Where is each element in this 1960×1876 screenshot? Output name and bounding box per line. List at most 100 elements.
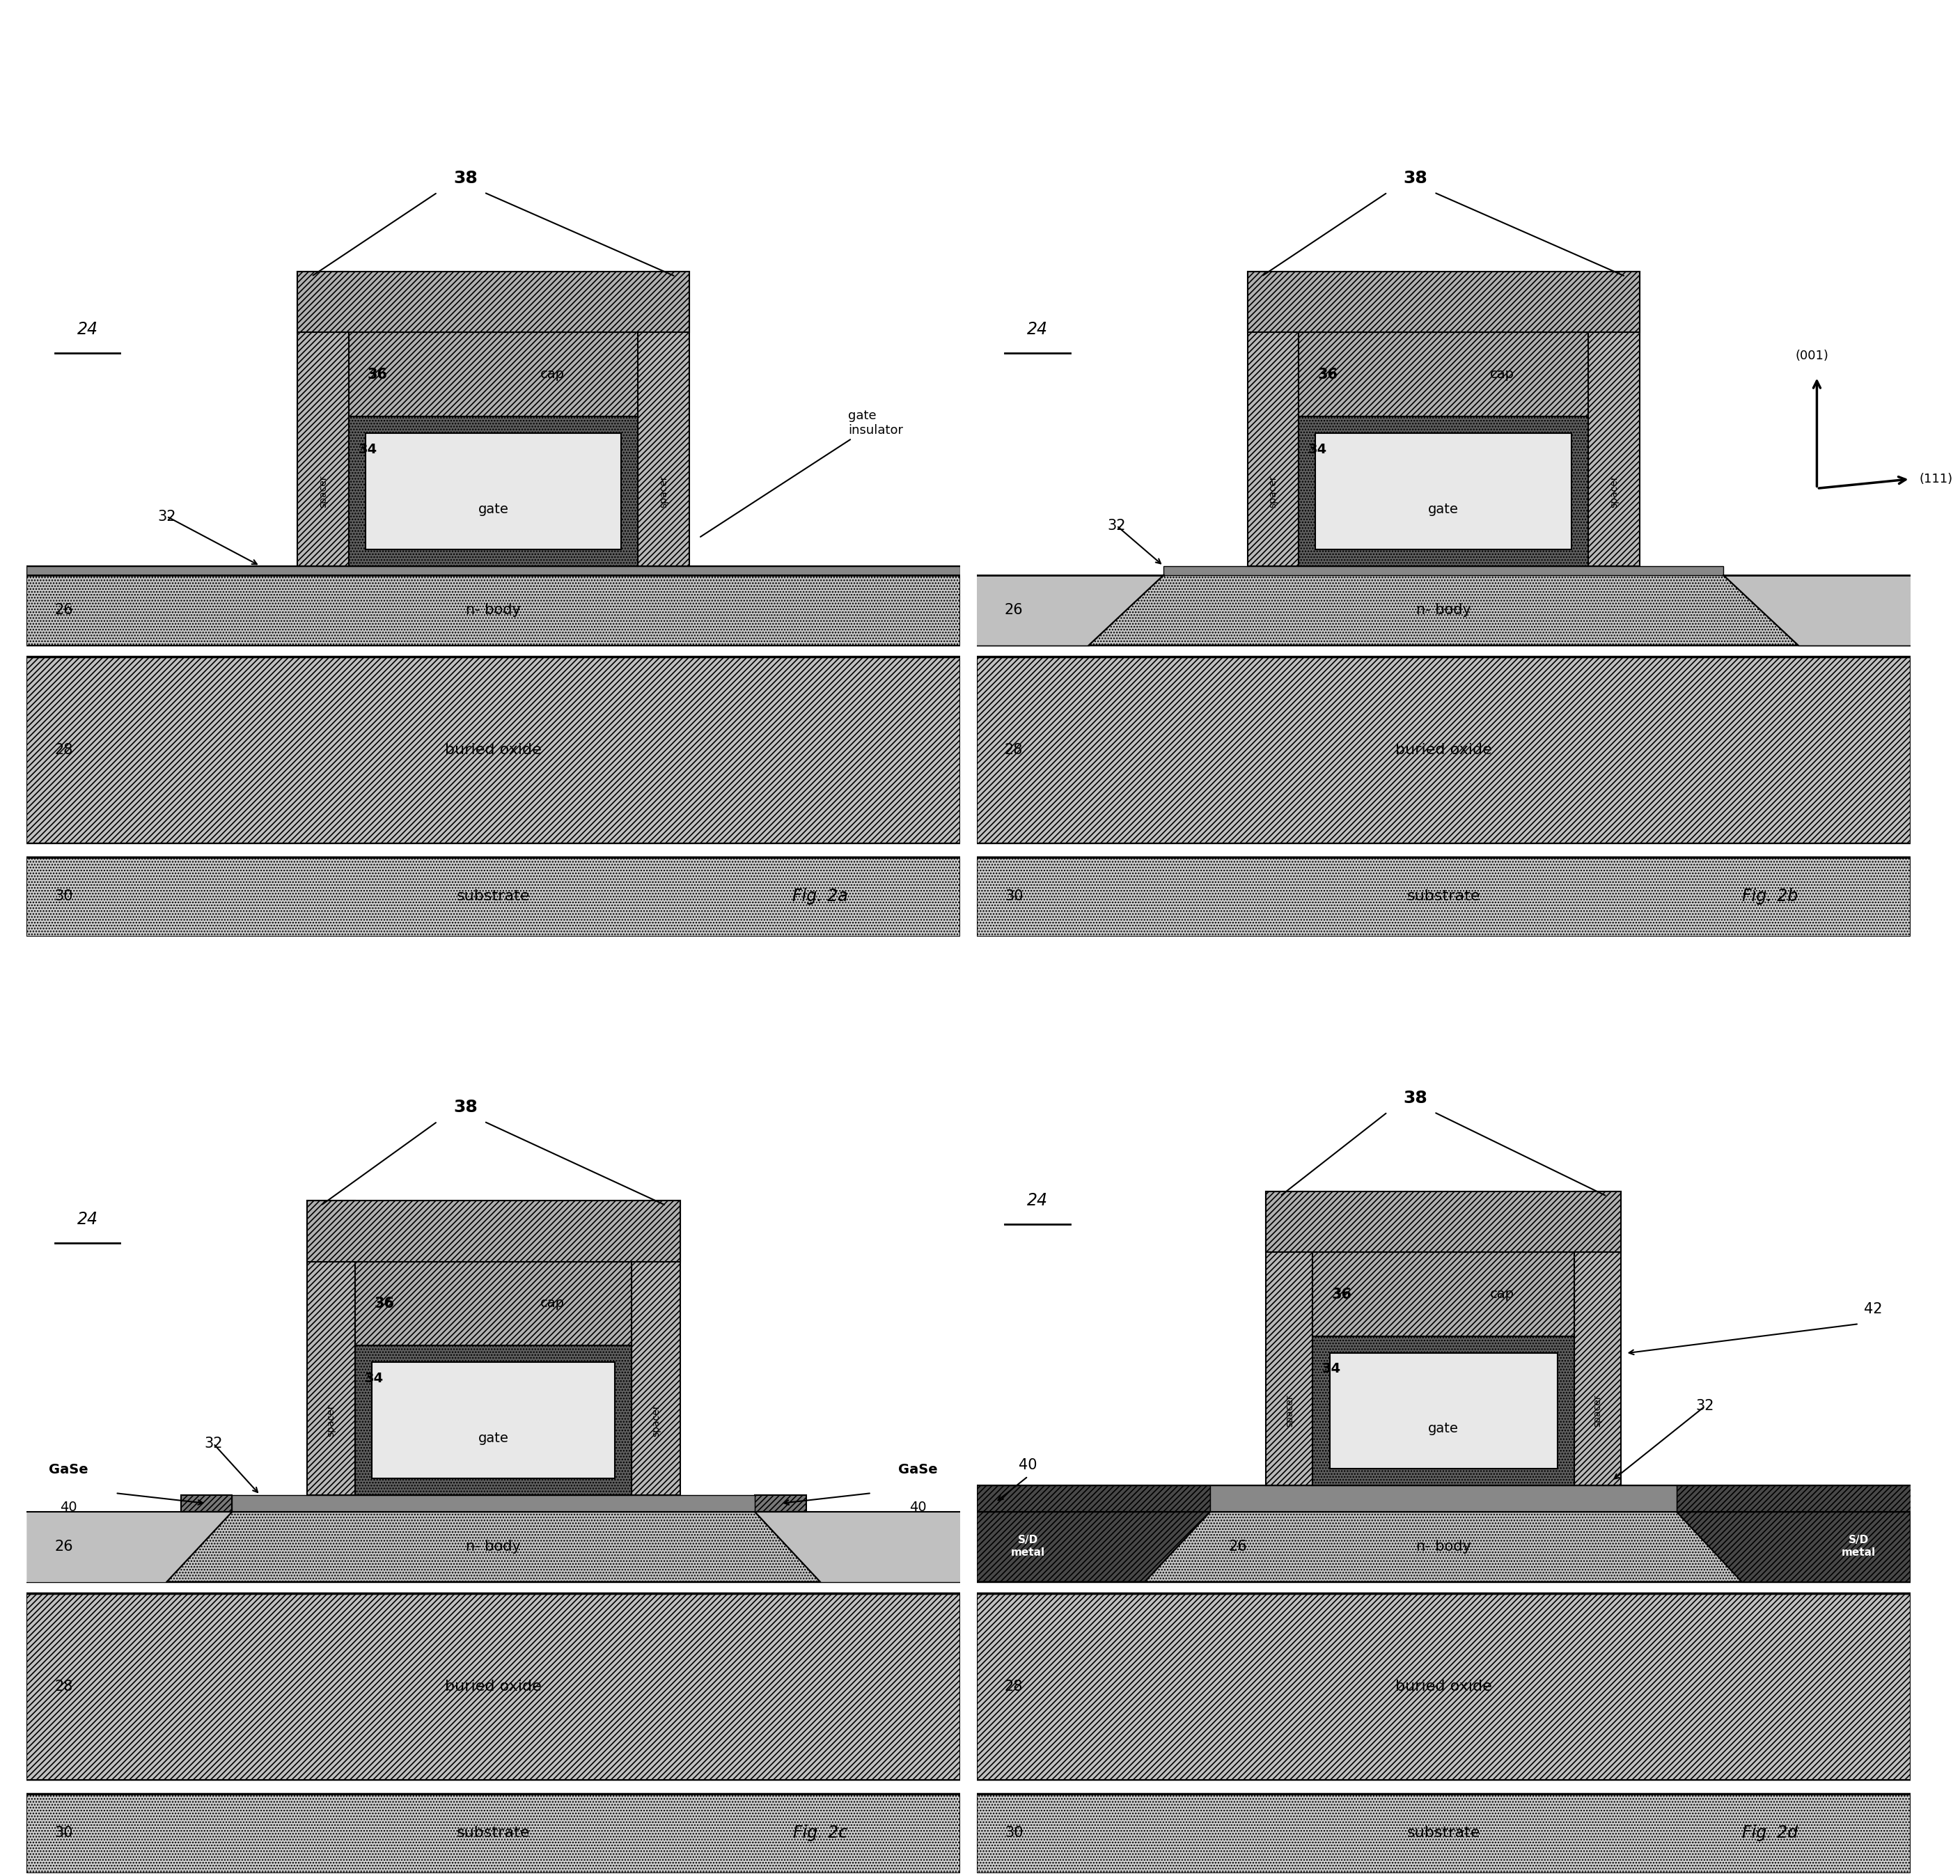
Text: n- body: n- body xyxy=(1415,602,1470,617)
Text: Fig. 2b: Fig. 2b xyxy=(1742,887,1797,904)
Text: 26: 26 xyxy=(1005,602,1023,617)
Text: gate: gate xyxy=(1429,1422,1458,1435)
Text: 28: 28 xyxy=(55,743,73,756)
Polygon shape xyxy=(1678,1512,1911,1581)
Text: (111): (111) xyxy=(1919,473,1952,486)
Text: 28: 28 xyxy=(55,1679,73,1694)
Bar xyxy=(1266,1191,1621,1251)
Bar xyxy=(1266,1191,1313,1486)
Polygon shape xyxy=(755,1495,806,1512)
Text: gate: gate xyxy=(478,503,510,516)
Text: 30: 30 xyxy=(1005,889,1023,904)
Polygon shape xyxy=(167,1512,819,1581)
Text: 42: 42 xyxy=(1864,1302,1882,1317)
Bar xyxy=(1329,1353,1558,1469)
Text: S/D
metal: S/D metal xyxy=(1842,1535,1876,1557)
Text: cap: cap xyxy=(541,368,564,381)
Bar xyxy=(976,857,1911,936)
Text: 38: 38 xyxy=(453,1099,478,1116)
Text: 36: 36 xyxy=(367,368,388,381)
Text: 24: 24 xyxy=(76,1212,98,1229)
Polygon shape xyxy=(1209,1486,1678,1512)
Text: cap: cap xyxy=(541,1296,564,1309)
Text: 36: 36 xyxy=(374,1296,394,1311)
Bar xyxy=(306,1201,355,1495)
Bar xyxy=(306,1201,680,1261)
Bar xyxy=(1247,272,1299,567)
Bar xyxy=(27,657,960,842)
Text: spacer: spacer xyxy=(318,475,327,507)
Text: 28: 28 xyxy=(1005,1679,1023,1694)
Text: cap: cap xyxy=(1490,368,1515,381)
Text: spacer: spacer xyxy=(1593,1394,1603,1428)
Text: substrate: substrate xyxy=(1407,1825,1480,1840)
Text: 32: 32 xyxy=(204,1437,223,1450)
Bar xyxy=(349,416,639,567)
Polygon shape xyxy=(1145,1512,1742,1581)
Bar xyxy=(1313,1251,1574,1336)
Bar xyxy=(976,657,1911,842)
Bar xyxy=(355,1345,631,1495)
Text: 34: 34 xyxy=(359,443,376,456)
Text: buried oxide: buried oxide xyxy=(1396,1679,1492,1694)
Polygon shape xyxy=(1723,576,1911,645)
Text: substrate: substrate xyxy=(1407,889,1480,904)
Bar xyxy=(976,1486,1209,1512)
Bar xyxy=(27,1593,960,1780)
Text: 26: 26 xyxy=(1229,1540,1247,1553)
Bar xyxy=(27,857,960,936)
Text: 24: 24 xyxy=(76,321,98,338)
Text: (001): (001) xyxy=(1795,349,1829,362)
Bar xyxy=(367,433,621,550)
Bar xyxy=(1315,433,1572,550)
Bar xyxy=(976,1593,1911,1780)
Text: gate
insulator: gate insulator xyxy=(700,409,904,537)
Bar xyxy=(1574,1191,1621,1486)
Bar xyxy=(639,272,690,567)
Text: 36: 36 xyxy=(1317,368,1337,381)
Polygon shape xyxy=(27,1512,231,1581)
Bar xyxy=(976,1793,1911,1872)
Polygon shape xyxy=(1088,576,1797,645)
Text: 38: 38 xyxy=(1403,171,1427,188)
Bar xyxy=(298,272,690,332)
Text: substrate: substrate xyxy=(457,889,529,904)
Bar xyxy=(1588,272,1639,567)
Text: 40: 40 xyxy=(1019,1458,1037,1473)
Text: spacer: spacer xyxy=(1284,1394,1294,1428)
Text: 34: 34 xyxy=(1307,443,1327,456)
Text: 26: 26 xyxy=(55,602,73,617)
Bar xyxy=(372,1362,615,1478)
Text: 30: 30 xyxy=(1005,1825,1023,1840)
Bar xyxy=(1678,1486,1911,1512)
Text: 34: 34 xyxy=(365,1371,384,1384)
Text: n- body: n- body xyxy=(466,1540,521,1553)
Text: gate: gate xyxy=(1429,503,1458,516)
Polygon shape xyxy=(976,1512,1209,1581)
Bar xyxy=(1299,416,1588,567)
Text: 36: 36 xyxy=(1331,1287,1352,1302)
Polygon shape xyxy=(755,1512,960,1581)
Polygon shape xyxy=(976,576,1164,645)
Bar xyxy=(27,576,960,645)
Text: 34: 34 xyxy=(1323,1362,1341,1375)
Text: 32: 32 xyxy=(1107,520,1125,533)
Text: 30: 30 xyxy=(55,889,73,904)
Text: 40: 40 xyxy=(61,1501,76,1514)
Text: 38: 38 xyxy=(1403,1090,1427,1107)
Text: spacer: spacer xyxy=(1609,475,1619,507)
Bar xyxy=(1299,332,1588,416)
Text: Fig. 2d: Fig. 2d xyxy=(1742,1825,1797,1842)
Text: n- body: n- body xyxy=(466,602,521,617)
Text: n- body: n- body xyxy=(1415,1540,1470,1553)
Text: S/D
metal: S/D metal xyxy=(1011,1535,1045,1557)
Text: spacer: spacer xyxy=(1268,475,1278,507)
Text: buried oxide: buried oxide xyxy=(1396,743,1492,756)
Text: spacer: spacer xyxy=(659,475,668,507)
Bar xyxy=(1313,1336,1574,1486)
Text: buried oxide: buried oxide xyxy=(445,1679,541,1694)
Bar xyxy=(298,272,349,567)
Text: GaSe: GaSe xyxy=(49,1463,88,1476)
Bar xyxy=(631,1201,680,1495)
Text: 30: 30 xyxy=(55,1825,73,1840)
